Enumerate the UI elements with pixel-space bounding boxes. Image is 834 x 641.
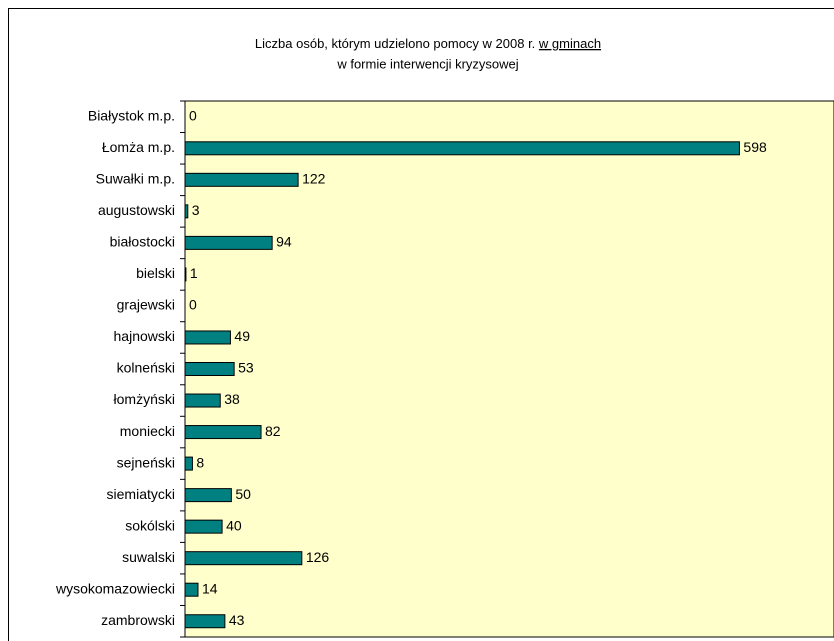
y-tick-label: sejneński [117, 454, 175, 470]
data-label: 122 [302, 171, 326, 187]
y-tick-label: Białystok m.p. [88, 107, 175, 123]
data-label: 43 [229, 612, 245, 628]
data-label: 50 [235, 486, 251, 502]
data-label: 53 [238, 360, 254, 376]
bar [184, 614, 226, 629]
y-tick-label: zambrowski [101, 612, 175, 628]
data-label: 3 [192, 202, 200, 218]
plot-area [184, 100, 834, 638]
y-tick-label: Łomża m.p. [102, 139, 175, 155]
y-tick-label: bielski [136, 265, 175, 281]
bar [184, 456, 193, 471]
data-label: 40 [226, 517, 242, 533]
data-label: 14 [202, 580, 218, 596]
bar [184, 362, 235, 376]
y-tick-label: kolneński [117, 360, 175, 376]
data-label: 598 [743, 139, 767, 155]
data-label: 94 [276, 234, 292, 250]
bar [184, 141, 740, 156]
bar [184, 393, 221, 408]
bar [184, 204, 189, 219]
data-label: 8 [196, 454, 204, 470]
bar [184, 519, 223, 534]
bar [184, 172, 299, 187]
data-label: 82 [265, 423, 281, 439]
y-tick-label: białostocki [110, 234, 175, 250]
y-tick-label: moniecki [120, 423, 175, 439]
data-label: 126 [306, 549, 330, 565]
bar [184, 551, 303, 566]
bar [184, 330, 231, 345]
y-tick-label: hajnowski [114, 328, 175, 344]
y-tick-label: augustowski [98, 202, 175, 218]
y-tick-label: suwalski [122, 549, 175, 565]
y-tick-label: łomżyński [114, 391, 175, 407]
title-part: Liczba osób, którym udzielono pomocy w 2… [255, 36, 535, 51]
bar [184, 267, 187, 282]
y-tick-label: wysokomazowiecki [55, 580, 175, 596]
data-label: 0 [189, 107, 197, 123]
y-tick-label: sokólski [125, 517, 175, 533]
data-label: 1 [190, 265, 198, 281]
y-tick-label: siemiatycki [107, 486, 175, 502]
bar [184, 235, 273, 250]
y-tick-label: grajewski [117, 297, 175, 313]
data-label: 49 [234, 328, 250, 344]
bar [184, 582, 199, 597]
chart-subtitle: w formie interwencji kryzysowej [336, 56, 518, 71]
y-tick-label: Suwałki m.p. [96, 171, 175, 187]
bar [184, 425, 262, 440]
data-label: 0 [189, 297, 197, 313]
title-part: w gminach [538, 36, 601, 51]
chart-title: Liczba osób, którym udzielono pomocy w 2… [255, 36, 601, 51]
bar [184, 488, 232, 503]
data-label: 38 [224, 391, 240, 407]
